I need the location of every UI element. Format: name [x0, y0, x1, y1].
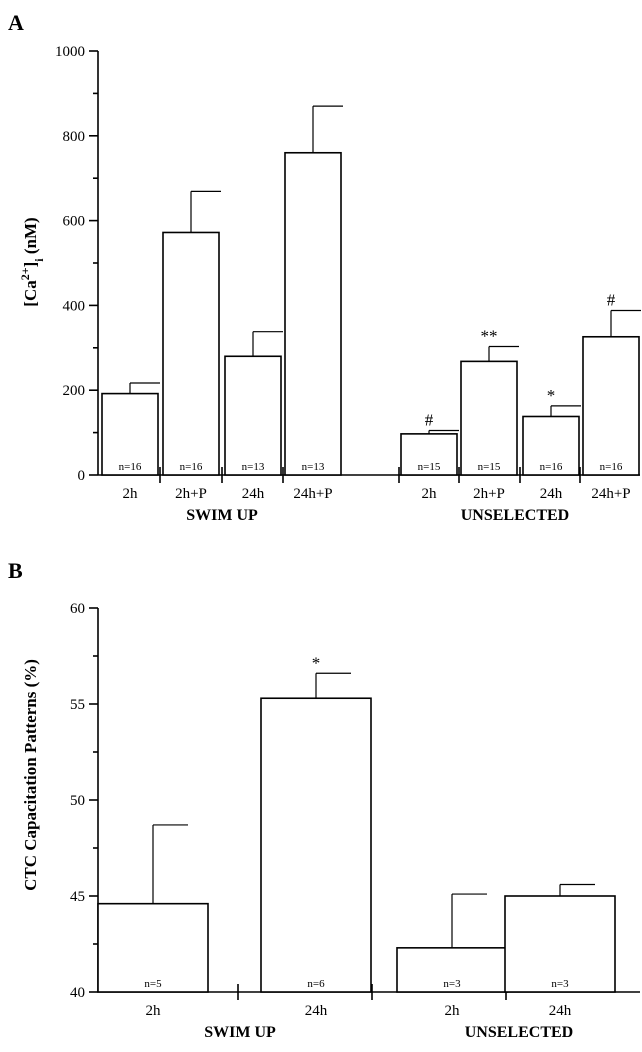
b-y-tick-label: 50 — [70, 793, 85, 809]
a-n-label: n=16 — [540, 461, 563, 473]
panel-b-ctc-chart: B CTC Capacitation Patterns (%) 40 45 50 55… — [8, 558, 640, 1041]
b-group-label: SWIM UP — [204, 1024, 276, 1041]
a-n-label: n=16 — [180, 461, 203, 473]
a-n-label: n=15 — [478, 461, 501, 473]
a-n-label: n=13 — [302, 461, 325, 473]
b-n-label: n=3 — [443, 978, 461, 990]
b-n-label: n=3 — [551, 978, 569, 990]
a-category-label: 2h — [422, 486, 438, 502]
a-bar-unselected-2h — [400, 433, 458, 476]
a-category-label: 24h — [540, 486, 563, 502]
a-category-label: 2h+P — [175, 486, 207, 502]
a-y-tick-label: 0 — [78, 468, 86, 484]
a-y-tick-label: 400 — [63, 298, 86, 314]
b-category-label: 24h — [549, 1003, 572, 1019]
b-y-tick-label: 45 — [70, 889, 85, 905]
a-n-label: n=16 — [600, 461, 623, 473]
a-category-label: 24h+P — [591, 486, 630, 502]
a-bar-unselected-2hpp — [460, 360, 518, 476]
b-category-label: 2h — [445, 1003, 461, 1019]
b-category-label: 2h — [146, 1003, 162, 1019]
a-n-label: n=15 — [418, 461, 441, 473]
b-y-tick-label: 60 — [70, 601, 85, 617]
a-significance-mark: ** — [481, 327, 498, 346]
a-n-label: n=16 — [119, 461, 142, 473]
a-y-tick-label: 1000 — [55, 44, 85, 60]
a-bar-swim-up-2h — [101, 392, 159, 476]
a-y-tick-label: 600 — [63, 214, 86, 230]
panel-a-y-axis-label: [Ca2+]i (nM) — [18, 217, 46, 306]
b-y-tick-label: 40 — [70, 985, 85, 1001]
a-category-label: 24h — [242, 486, 265, 502]
a-group-label: UNSELECTED — [461, 507, 569, 524]
b-category-label: 24h — [305, 1003, 328, 1019]
b-y-tick-label: 55 — [70, 697, 85, 713]
b-n-label: n=5 — [144, 978, 162, 990]
b-bar-unselected-24h — [504, 895, 616, 993]
a-significance-mark: # — [607, 290, 616, 309]
a-significance-mark: # — [425, 410, 434, 429]
a-bar-unselected-24h — [522, 415, 580, 476]
a-n-label: n=13 — [242, 461, 265, 473]
a-bar-swim-up-24hpp — [284, 151, 342, 476]
a-category-label: 2h — [123, 486, 139, 502]
b-bar-swim-up-2h — [97, 902, 209, 993]
b-n-label: n=6 — [307, 978, 325, 990]
a-bar-swim-up-24h — [224, 355, 282, 476]
panel-a-calcium-chart: A [Ca2+]i (nM) 0 200 400 600 800 1000 n=16 2h n=… — [8, 10, 641, 524]
b-group-label: UNSELECTED — [465, 1024, 573, 1041]
panel-b-letter: B — [8, 558, 23, 583]
panel-a-letter: A — [8, 10, 24, 35]
b-bar-swim-up-24h — [260, 697, 372, 993]
a-y-tick-label: 800 — [63, 129, 86, 145]
a-group-label: SWIM UP — [186, 507, 258, 524]
a-category-label: 24h+P — [293, 486, 332, 502]
panel-b-y-axis-label: CTC Capacitation Patterns (%) — [21, 659, 40, 891]
a-category-label: 2h+P — [473, 486, 505, 502]
a-y-tick-label: 200 — [63, 383, 86, 399]
a-significance-mark: * — [547, 386, 556, 405]
a-bar-swim-up-2hpp — [162, 231, 220, 476]
b-significance-mark: * — [312, 653, 321, 672]
a-bar-unselected-24hpp — [582, 335, 640, 476]
